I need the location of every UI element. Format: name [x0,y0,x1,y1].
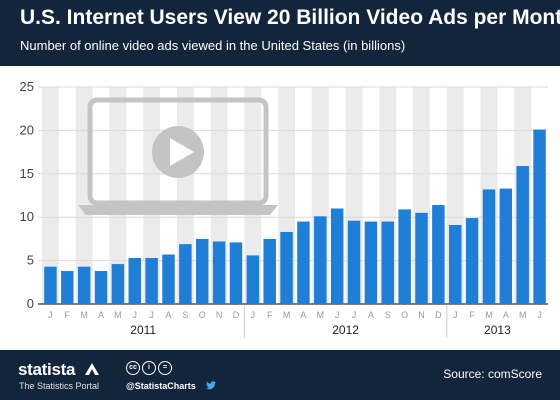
month-label: M [80,310,88,320]
month-label: A [503,310,509,320]
grid-band [244,87,262,304]
bar [280,231,293,304]
bar [364,221,378,304]
bar [212,241,226,304]
bar [448,225,462,304]
month-label: J [251,310,256,320]
month-label: N [216,310,223,320]
bar [381,221,395,304]
month-label: M [114,310,122,320]
bar [94,271,108,304]
bar [61,271,74,304]
y-tick-label: 20 [20,122,34,137]
month-label: J [149,310,154,320]
bar [432,205,445,304]
by-icon[interactable]: i [142,361,156,375]
twitter-bird-icon[interactable] [206,381,216,390]
license-icons[interactable]: cc i = [126,361,174,375]
month-label: J [537,310,542,320]
bar [398,209,411,304]
month-label: O [199,310,206,320]
header-bar: U.S. Internet Users View 20 Billion Vide… [0,0,560,66]
bar [347,220,361,304]
statista-mark-icon [85,363,99,375]
bar [145,257,158,304]
month-label: M [519,310,527,320]
bar [195,238,209,304]
month-label: M [485,310,493,320]
bar [533,129,546,304]
bar [330,208,344,304]
bar [229,242,243,304]
y-tick-label: 5 [27,253,34,268]
month-label: A [165,310,171,320]
bar [482,189,496,304]
bar [128,257,142,304]
statista-tagline: The Statistics Portal [19,381,100,391]
bar [77,266,91,304]
source-note: Source: comScore [443,367,542,381]
bar [499,188,513,304]
month-label: O [401,310,408,320]
month-label: J [335,310,340,320]
month-label: A [368,310,374,320]
bar [179,244,192,304]
grid-band [109,87,127,304]
y-tick-label: 10 [20,209,34,224]
bar [314,216,327,304]
month-label: F [65,310,71,320]
bar [44,266,57,304]
bar [415,212,428,304]
month-label: J [352,310,357,320]
y-tick-label: 0 [27,296,34,311]
month-label: J [48,310,53,320]
twitter-handle[interactable]: @StatistaCharts [126,381,196,391]
month-label: D [233,310,240,320]
month-label: F [469,310,475,320]
y-tick-label: 15 [20,166,34,181]
laptop-play-icon [78,97,278,215]
month-label: M [317,310,325,320]
month-label: M [283,310,291,320]
bar [465,218,479,304]
bar [111,264,125,304]
bar [263,238,276,304]
month-label: A [300,310,306,320]
bar [297,221,310,304]
bar [162,254,175,304]
chart-title: U.S. Internet Users View 20 Billion Vide… [20,6,560,29]
month-label: A [98,310,104,320]
year-label: 2011 [130,323,156,337]
month-label: N [418,310,425,320]
footer-bar: statista The Statistics Portal cc i = @Sta… [0,350,560,400]
month-label: J [133,310,138,320]
chart-subtitle: Number of online video ads viewed in the… [20,38,406,53]
year-label: 2013 [484,323,511,337]
nd-icon[interactable]: = [158,361,172,375]
bar [516,165,529,304]
month-label: J [453,310,458,320]
month-label: S [182,310,188,320]
month-label: S [385,310,391,320]
cc-icon[interactable]: cc [126,361,140,375]
year-label: 2012 [332,323,359,337]
bar [246,255,260,304]
grid-band [42,87,59,304]
y-tick-label: 25 [20,79,34,94]
statista-logo[interactable]: statista [18,360,76,379]
month-label: F [267,310,273,320]
month-label: D [435,310,442,320]
